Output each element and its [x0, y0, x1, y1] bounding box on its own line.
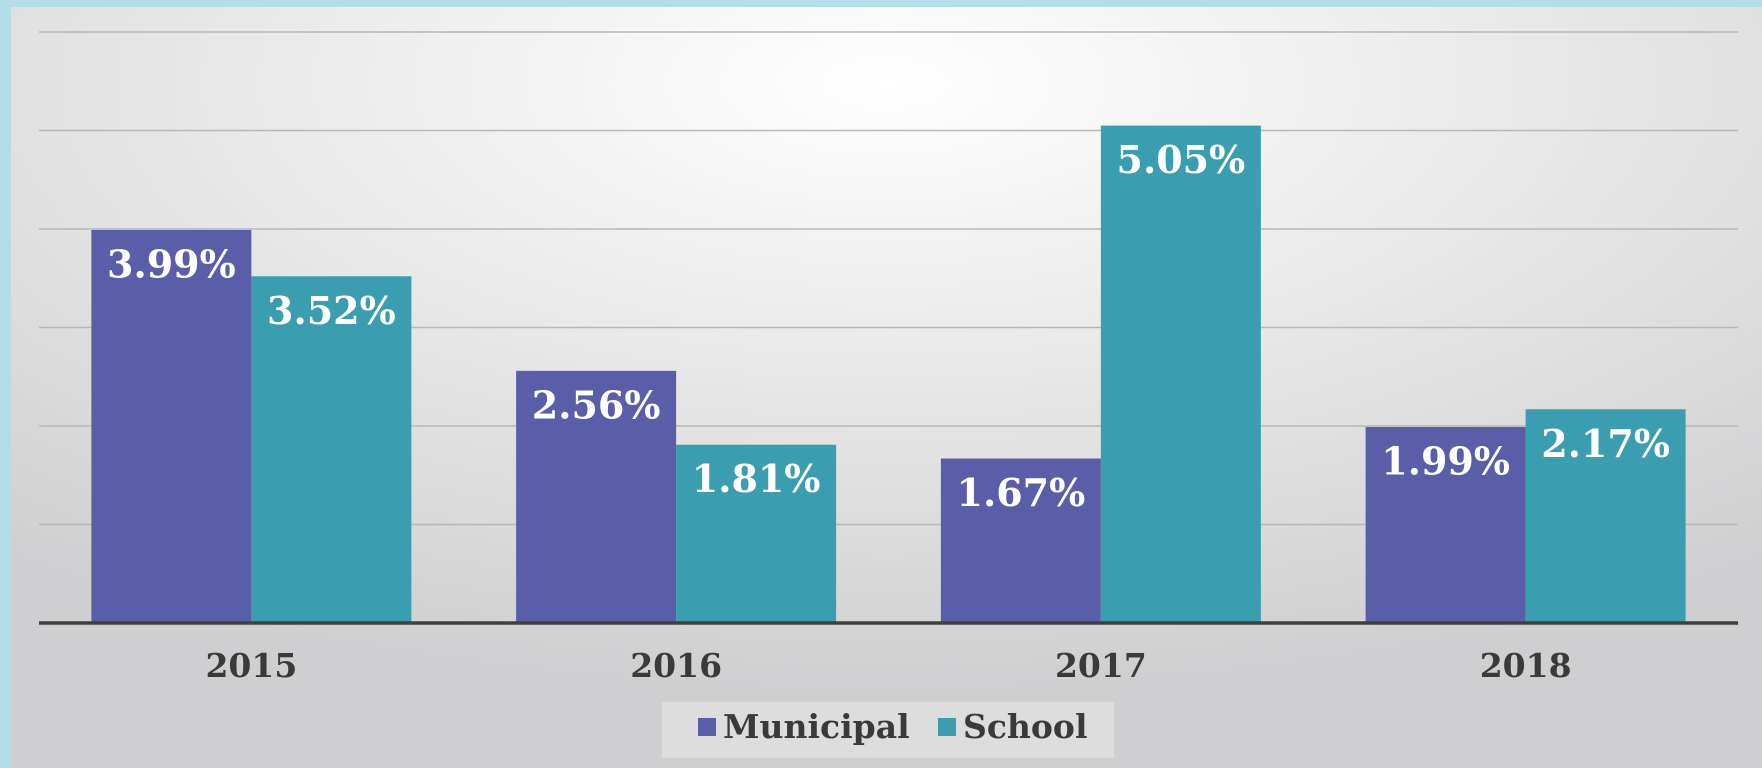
bar: [676, 444, 837, 623]
data-label: 1.99%: [1381, 438, 1510, 483]
bar: [1525, 409, 1686, 623]
bar: [1365, 426, 1526, 623]
data-label: 1.81%: [692, 456, 821, 501]
data-label: 5.05%: [1117, 137, 1246, 182]
bar: [251, 276, 412, 623]
bar: [91, 229, 252, 624]
x-tick-label: 2018: [1480, 646, 1572, 685]
x-tick-label: 2017: [1055, 646, 1147, 685]
data-label: 3.52%: [267, 288, 396, 333]
legend-label: Municipal: [723, 707, 910, 746]
legend-box: [662, 702, 1114, 758]
data-label: 2.56%: [532, 382, 661, 427]
legend-label: School: [963, 707, 1087, 746]
x-tick-label: 2015: [205, 646, 297, 685]
bar: [940, 458, 1101, 623]
x-tick-label: 2016: [630, 646, 722, 685]
data-label: 2.17%: [1541, 421, 1670, 466]
bar: [516, 370, 677, 623]
bar: [1100, 125, 1261, 623]
data-label: 3.99%: [107, 241, 236, 286]
data-label: 1.67%: [957, 470, 1086, 515]
legend-swatch: [698, 718, 716, 736]
legend-swatch: [938, 718, 956, 736]
